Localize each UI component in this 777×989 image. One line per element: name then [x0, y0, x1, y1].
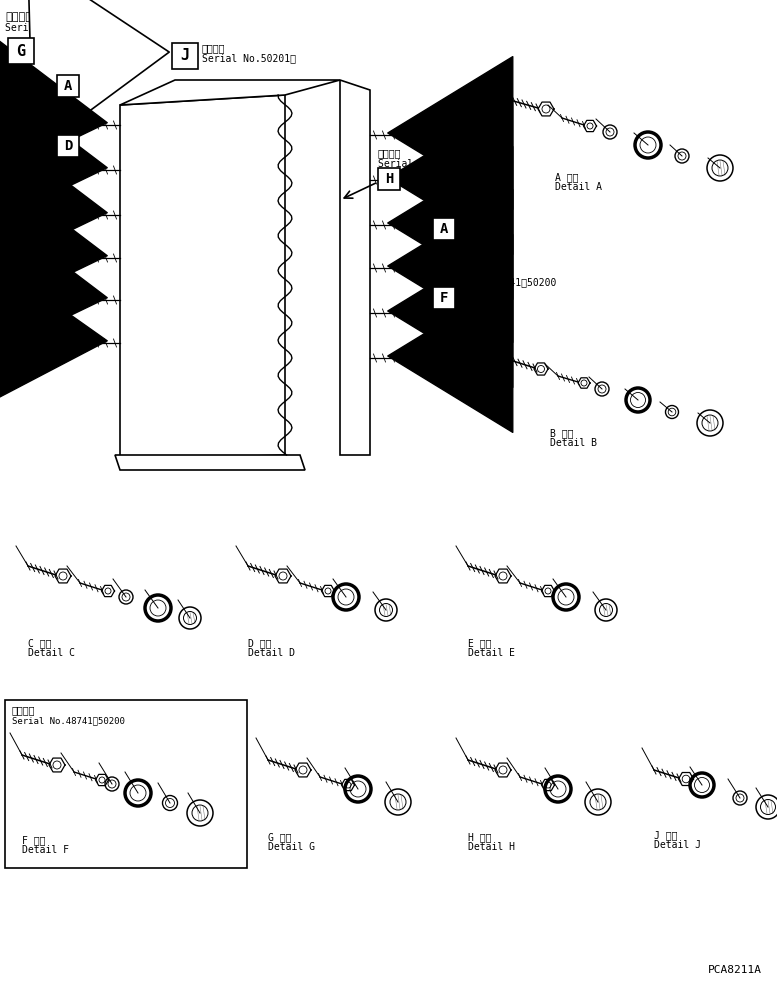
Text: Detail C: Detail C — [28, 648, 75, 658]
Text: C: C — [458, 353, 467, 368]
Text: Serial No.48741～50200: Serial No.48741～50200 — [12, 716, 125, 725]
Text: F: F — [440, 291, 448, 305]
Text: E: E — [458, 308, 467, 323]
Bar — [378, 168, 400, 190]
Text: Detail G: Detail G — [268, 842, 315, 852]
Text: B: B — [458, 175, 467, 190]
Text: D 詳細: D 詳細 — [248, 638, 271, 648]
Text: 適用号機: 適用号機 — [5, 12, 32, 22]
Text: C 詳細: C 詳細 — [28, 638, 51, 648]
Polygon shape — [120, 95, 285, 460]
Text: B 詳細: B 詳細 — [550, 428, 573, 438]
Text: E: E — [33, 205, 42, 220]
Text: 適用号機: 適用号機 — [433, 267, 457, 277]
Text: A: A — [64, 79, 72, 93]
Text: Detail A: Detail A — [555, 182, 602, 192]
Text: J: J — [180, 48, 190, 63]
Bar — [57, 135, 79, 157]
Text: Detail H: Detail H — [468, 842, 515, 852]
Text: 適用号機: 適用号機 — [202, 43, 225, 53]
Text: D: D — [33, 115, 42, 130]
Text: F 詳細: F 詳細 — [22, 835, 46, 845]
Bar — [8, 38, 34, 64]
Text: Serial No.50201～: Serial No.50201～ — [378, 158, 472, 168]
Text: E: E — [33, 248, 42, 263]
Text: A 詳細: A 詳細 — [555, 172, 579, 182]
Bar — [172, 43, 198, 69]
Text: J 詳細: J 詳細 — [654, 830, 678, 840]
Bar — [433, 287, 455, 309]
Text: Detail D: Detail D — [248, 648, 295, 658]
Bar — [433, 218, 455, 240]
Polygon shape — [340, 80, 370, 455]
Bar — [5, 700, 247, 868]
Polygon shape — [278, 95, 370, 455]
Text: Detail F: Detail F — [22, 845, 69, 855]
Polygon shape — [115, 455, 305, 470]
Text: 適用号機: 適用号機 — [12, 705, 36, 715]
Polygon shape — [120, 80, 340, 105]
Text: Detail E: Detail E — [468, 648, 515, 658]
Text: C: C — [33, 335, 42, 350]
Text: G 詳細: G 詳細 — [268, 832, 291, 842]
Text: Serial No.48741～50200: Serial No.48741～50200 — [433, 277, 556, 287]
Text: PCA8211A: PCA8211A — [708, 965, 762, 975]
Text: D: D — [33, 160, 42, 175]
Text: 適用号機: 適用号機 — [378, 148, 402, 158]
Text: Serial No.48741～: Serial No.48741～ — [5, 22, 99, 32]
Bar — [57, 75, 79, 97]
Text: A: A — [440, 222, 448, 236]
Text: A: A — [458, 220, 467, 235]
Text: H 詳細: H 詳細 — [468, 832, 492, 842]
Text: Detail B: Detail B — [550, 438, 597, 448]
Text: E: E — [458, 263, 467, 278]
Text: D: D — [64, 139, 72, 153]
Text: G: G — [16, 44, 26, 58]
Text: Detail J: Detail J — [654, 840, 701, 850]
Text: C: C — [33, 290, 42, 305]
Text: A: A — [458, 130, 467, 145]
Text: H: H — [385, 172, 393, 186]
Text: Serial No.50201～: Serial No.50201～ — [202, 53, 296, 63]
Text: E 詳細: E 詳細 — [468, 638, 492, 648]
